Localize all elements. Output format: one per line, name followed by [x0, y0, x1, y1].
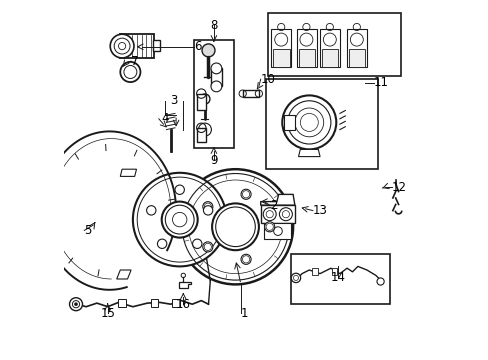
- Text: 14: 14: [330, 271, 345, 284]
- Polygon shape: [179, 282, 191, 288]
- Bar: [120, 34, 154, 58]
- Text: 2: 2: [269, 199, 277, 212]
- Polygon shape: [273, 49, 289, 67]
- Polygon shape: [296, 29, 316, 67]
- Bar: [242, 90, 258, 97]
- Circle shape: [110, 34, 134, 58]
- Polygon shape: [298, 49, 314, 67]
- Text: 4: 4: [162, 112, 169, 125]
- Polygon shape: [321, 49, 337, 67]
- Polygon shape: [120, 169, 136, 176]
- Circle shape: [241, 189, 251, 199]
- Circle shape: [282, 95, 336, 149]
- Circle shape: [69, 298, 82, 311]
- Circle shape: [157, 239, 166, 248]
- Bar: [172, 299, 179, 307]
- Bar: [331, 268, 337, 275]
- Polygon shape: [264, 223, 291, 239]
- Bar: [211, 68, 222, 86]
- Bar: [197, 128, 205, 142]
- Polygon shape: [320, 29, 339, 67]
- Polygon shape: [348, 49, 365, 67]
- Text: 10: 10: [260, 73, 275, 86]
- Text: 1: 1: [241, 307, 248, 320]
- Circle shape: [198, 123, 211, 136]
- Circle shape: [203, 242, 212, 252]
- Circle shape: [241, 254, 251, 264]
- Circle shape: [264, 222, 274, 232]
- Text: 6: 6: [194, 40, 201, 53]
- Bar: [194, 40, 233, 148]
- Bar: [311, 268, 317, 275]
- Circle shape: [75, 303, 77, 306]
- Circle shape: [203, 206, 212, 215]
- Text: 5: 5: [84, 224, 91, 237]
- Text: 9: 9: [210, 154, 217, 167]
- Bar: [265, 79, 377, 169]
- Bar: [197, 94, 205, 110]
- Bar: [267, 13, 400, 76]
- Text: 16: 16: [176, 298, 190, 311]
- Bar: [291, 254, 389, 304]
- Bar: [118, 299, 125, 307]
- Polygon shape: [117, 270, 131, 279]
- Polygon shape: [284, 115, 294, 130]
- Circle shape: [175, 185, 184, 194]
- Polygon shape: [260, 205, 294, 223]
- Circle shape: [133, 173, 226, 266]
- Circle shape: [192, 239, 202, 248]
- Text: 7: 7: [131, 55, 138, 68]
- Text: 12: 12: [391, 181, 407, 194]
- Circle shape: [120, 62, 140, 82]
- Text: 13: 13: [312, 204, 327, 217]
- Circle shape: [202, 44, 215, 57]
- Circle shape: [263, 208, 276, 221]
- Text: 3: 3: [170, 94, 178, 107]
- Circle shape: [211, 63, 222, 74]
- Circle shape: [162, 202, 197, 238]
- Text: 8: 8: [210, 19, 217, 32]
- Text: 11: 11: [373, 76, 388, 89]
- Circle shape: [146, 206, 156, 215]
- Circle shape: [211, 81, 222, 92]
- Circle shape: [203, 202, 212, 212]
- Polygon shape: [298, 149, 320, 157]
- Circle shape: [212, 203, 258, 250]
- Polygon shape: [271, 29, 291, 67]
- Text: 15: 15: [100, 307, 115, 320]
- Bar: [151, 299, 158, 307]
- Circle shape: [376, 278, 384, 285]
- Circle shape: [178, 169, 292, 284]
- Circle shape: [279, 208, 292, 221]
- Circle shape: [291, 273, 300, 283]
- Polygon shape: [346, 29, 366, 67]
- Bar: [152, 40, 160, 51]
- Polygon shape: [260, 194, 294, 205]
